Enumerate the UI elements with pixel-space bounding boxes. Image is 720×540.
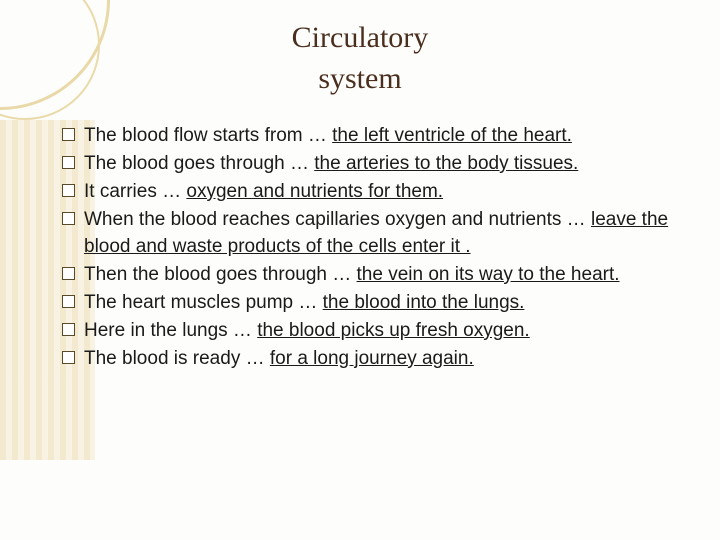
bullet-pre-text: Then the blood goes through … xyxy=(84,264,357,285)
bullet-underlined-text: oxygen and nutrients for them. xyxy=(186,181,443,202)
bullet-item: The blood goes through … the arteries to… xyxy=(62,151,670,178)
bullet-pre-text: The blood flow starts from … xyxy=(84,125,332,146)
bullet-pre-text: The heart muscles pump … xyxy=(84,292,323,313)
bullet-pre-text: The blood goes through … xyxy=(84,153,314,174)
slide-content: Circulatory system The blood flow starts… xyxy=(0,0,720,373)
bullet-pre-text: The blood is ready … xyxy=(84,348,270,369)
bullet-list: The blood flow starts from … the left ve… xyxy=(50,123,670,373)
bullet-underlined-text: the left ventricle of the heart. xyxy=(332,125,572,146)
bullet-underlined-text: the arteries to the body tissues. xyxy=(314,153,578,174)
title-line-2: system xyxy=(318,62,401,95)
bullet-pre-text: Here in the lungs … xyxy=(84,320,257,341)
page-title: Circulatory system xyxy=(50,18,670,99)
bullet-item: The blood flow starts from … the left ve… xyxy=(62,123,670,150)
bullet-underlined-text: for a long journey again. xyxy=(270,348,474,369)
bullet-pre-text: It carries … xyxy=(84,181,186,202)
bullet-item: It carries … oxygen and nutrients for th… xyxy=(62,179,670,206)
bullet-underlined-text: the vein on its way to the heart. xyxy=(357,264,620,285)
bullet-underlined-text: the blood picks up fresh oxygen. xyxy=(257,320,530,341)
bullet-item: When the blood reaches capillaries oxyge… xyxy=(62,207,670,261)
bullet-item: Here in the lungs … the blood picks up f… xyxy=(62,318,670,345)
bullet-item: Then the blood goes through … the vein o… xyxy=(62,262,670,289)
bullet-item: The heart muscles pump … the blood into … xyxy=(62,290,670,317)
bullet-pre-text: When the blood reaches capillaries oxyge… xyxy=(84,209,591,230)
title-line-1: Circulatory xyxy=(292,21,429,54)
bullet-underlined-text: the blood into the lungs. xyxy=(323,292,525,313)
bullet-item: The blood is ready … for a long journey … xyxy=(62,346,670,373)
